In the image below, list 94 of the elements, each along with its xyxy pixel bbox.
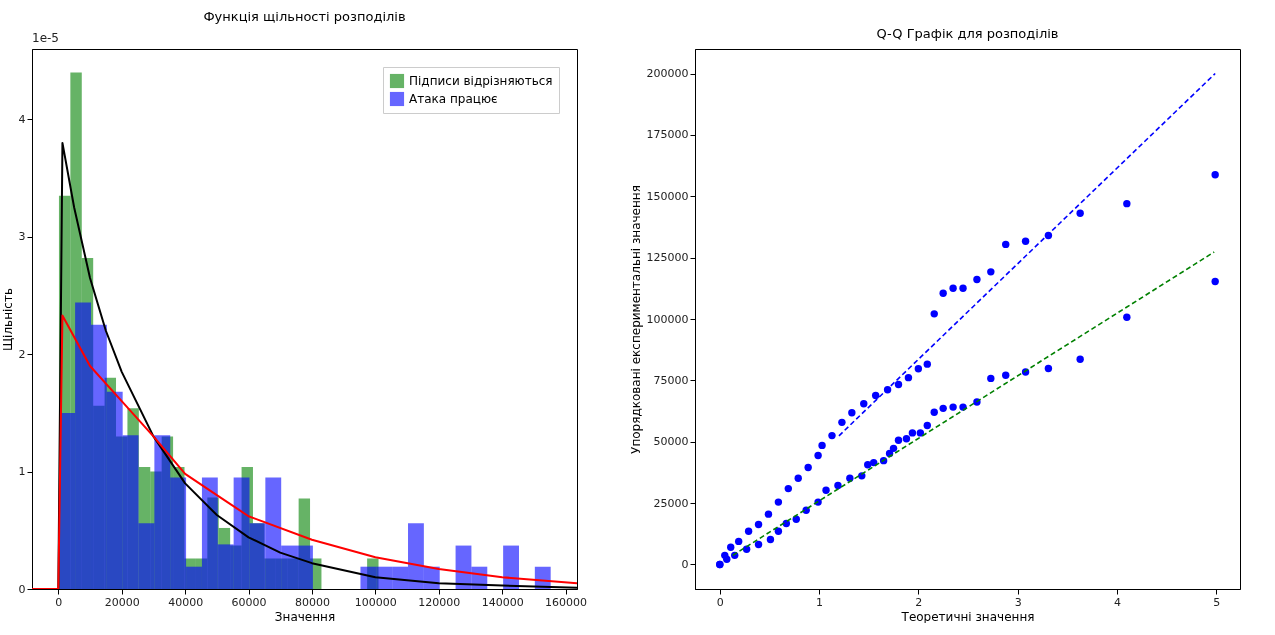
- y-tick-label: 4: [18, 112, 26, 126]
- point: [904, 373, 913, 382]
- point: [846, 474, 854, 482]
- y-tick-label: 125000: [646, 251, 689, 265]
- point: [822, 486, 830, 495]
- y-tick-label: 75000: [653, 373, 689, 387]
- x-tick-label: 4: [1113, 595, 1121, 609]
- point: [1044, 364, 1053, 373]
- y-tick-label: 200000: [646, 67, 689, 81]
- point: [916, 429, 925, 437]
- point: [734, 537, 743, 546]
- point: [923, 360, 931, 368]
- y-tick-label: 25000: [653, 496, 689, 510]
- point: [1002, 371, 1010, 379]
- point: [1123, 199, 1131, 208]
- point: [949, 284, 957, 293]
- point: [902, 435, 911, 443]
- x-tick-label: 1: [816, 595, 824, 609]
- point: [1002, 240, 1010, 249]
- point: [987, 374, 995, 383]
- point: [939, 289, 947, 297]
- point: [834, 481, 842, 490]
- point: [1076, 209, 1084, 217]
- point: [1211, 277, 1219, 286]
- point: [864, 461, 872, 469]
- point: [908, 429, 917, 437]
- y-tick-label: 0: [18, 582, 26, 596]
- y-axis-title: Щільність: [0, 287, 15, 352]
- chart-title: Функція щільності розподілів: [203, 9, 406, 24]
- point: [1123, 313, 1131, 321]
- x-tick-label: 60000: [231, 595, 267, 609]
- point: [959, 284, 967, 293]
- x-tick-label: 40000: [168, 595, 204, 609]
- point: [766, 535, 775, 544]
- y-tick-label: 1: [18, 465, 26, 479]
- legend-label: Атака працює: [409, 92, 498, 106]
- x-tick-label: 20000: [104, 595, 140, 609]
- point: [792, 515, 800, 523]
- x-tick-label: 3: [1014, 595, 1022, 609]
- point: [784, 484, 793, 493]
- point: [727, 543, 735, 551]
- point: [973, 275, 981, 284]
- point: [818, 441, 826, 450]
- point: [914, 365, 923, 373]
- point: [774, 527, 783, 536]
- legend-label: Підписи відрізняються: [409, 74, 553, 88]
- y-tick-label: 3: [18, 230, 26, 244]
- point: [754, 540, 763, 549]
- point: [869, 458, 878, 467]
- point: [1021, 237, 1030, 245]
- x-tick-label: 0: [716, 595, 724, 609]
- point: [860, 399, 868, 408]
- point: [838, 418, 846, 427]
- text: 1e-5: [32, 31, 59, 45]
- point: [794, 474, 802, 482]
- point: [723, 555, 731, 563]
- y-tick-label: 175000: [646, 128, 689, 142]
- point: [1076, 355, 1084, 363]
- point: [744, 527, 753, 536]
- x-tick-label: 100000: [354, 595, 397, 609]
- x-tick-label: 2: [915, 595, 923, 609]
- point: [923, 421, 931, 430]
- point: [814, 451, 822, 460]
- point: [804, 463, 812, 472]
- x-tick-label: 0: [55, 595, 63, 609]
- point: [949, 403, 957, 411]
- point: [848, 409, 856, 417]
- x-tick-label: 80000: [294, 595, 330, 609]
- point: [754, 520, 763, 529]
- y-axis-title: Упорядковані експериментальні значення: [628, 185, 643, 454]
- point: [894, 380, 903, 389]
- point: [871, 391, 880, 400]
- point: [1211, 170, 1219, 179]
- x-tick-label: 120000: [418, 595, 461, 609]
- point: [774, 498, 783, 506]
- point: [764, 510, 773, 518]
- point: [987, 268, 995, 276]
- y-tick-label: 100000: [646, 312, 689, 326]
- point: [889, 444, 898, 453]
- y-tick-label: 0: [681, 557, 689, 571]
- point: [894, 436, 903, 444]
- x-tick-label: 160000: [545, 595, 588, 609]
- y-tick-label: 150000: [646, 189, 689, 203]
- y-tick-label: 50000: [653, 435, 689, 449]
- point: [939, 404, 947, 413]
- x-axis-title: Теоретичні значення: [900, 609, 1035, 624]
- x-axis-title: Значення: [274, 609, 336, 624]
- y-tick-label: 2: [18, 347, 26, 361]
- chart-title: Q-Q Графік для розподілів: [876, 26, 1059, 41]
- point: [930, 408, 938, 416]
- x-tick-label: 5: [1213, 595, 1221, 609]
- x-tick-label: 140000: [481, 595, 524, 609]
- point: [828, 431, 836, 440]
- point: [930, 310, 938, 318]
